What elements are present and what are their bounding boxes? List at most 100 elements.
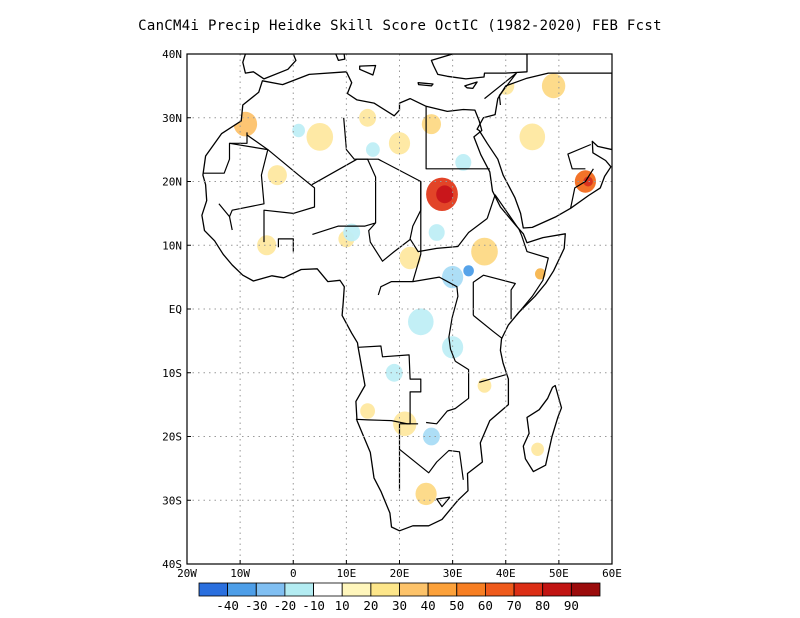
border-7 — [368, 222, 411, 262]
colorbar-label: 10 — [335, 598, 350, 613]
skill-patch-3 — [583, 176, 593, 187]
skill-patch-23 — [343, 223, 361, 242]
lon-tick-label: 30E — [443, 567, 463, 580]
lon-tick-label: 20W — [177, 567, 197, 580]
colorbar-label: 40 — [421, 598, 436, 613]
skill-patch-15 — [399, 246, 421, 270]
border-18 — [515, 229, 549, 316]
colorbar-swatch-13 — [571, 582, 601, 597]
lat-tick-label: 10S — [162, 367, 182, 380]
lat-tick-label: 30S — [162, 494, 182, 507]
skill-patch-31 — [428, 224, 445, 241]
gridlines — [187, 54, 612, 564]
colorbar-label: -10 — [302, 598, 325, 613]
colorbar-swatch-7 — [399, 582, 429, 597]
colorbar-swatch-8 — [427, 582, 458, 597]
lon-tick-label: 40E — [496, 567, 516, 580]
border-10 — [355, 418, 419, 425]
border-0 — [202, 132, 248, 174]
border-5 — [409, 181, 488, 253]
skill-patch-19 — [415, 482, 437, 506]
coastline-4 — [335, 54, 346, 62]
lat-tick-label: 20S — [162, 431, 182, 444]
skill-patch-8 — [359, 108, 377, 127]
colorbar-label: 20 — [363, 598, 378, 613]
colorbar-label: 80 — [535, 598, 550, 613]
skill-patch-11 — [519, 123, 546, 151]
border-21 — [484, 72, 517, 106]
map-title: CanCM4i Precip Heidke Skill Score OctIC … — [138, 18, 662, 34]
colorbar-swatch-5 — [341, 582, 372, 597]
border-14 — [472, 274, 516, 320]
border-6 — [311, 158, 377, 235]
lon-tick-label: 20E — [390, 567, 410, 580]
lon-tick-label: 60E — [602, 567, 622, 580]
coastline-8 — [398, 54, 528, 80]
lon-tick-label: 10W — [230, 567, 250, 580]
skill-patch-20 — [360, 403, 375, 419]
skill-patch-22 — [531, 442, 544, 456]
colorbar-swatch-3 — [284, 582, 314, 597]
colorbar-swatch-9 — [456, 582, 486, 597]
lat-tick-label: 40S — [162, 558, 182, 571]
lon-tick-label: 0 — [290, 567, 297, 580]
border-23 — [570, 168, 594, 209]
skill-patch-30 — [455, 154, 472, 171]
border-4 — [425, 106, 490, 170]
colorbar-label: -40 — [216, 598, 239, 613]
skill-patch-32 — [366, 142, 380, 157]
colorbar-swatch-12 — [542, 582, 572, 597]
colorbar-swatch-0 — [198, 582, 229, 597]
colorbar-label: 60 — [478, 598, 493, 613]
skill-patch-27 — [442, 336, 464, 359]
border-22 — [567, 143, 592, 170]
lat-tick-label: 40N — [162, 48, 182, 61]
lat-tick-label: 30N — [162, 112, 182, 125]
skill-patch-26 — [408, 308, 434, 336]
border-12 — [479, 374, 506, 383]
border-20 — [218, 203, 233, 231]
lat-tick-label: EQ — [169, 303, 182, 316]
colorbar-label: 90 — [564, 598, 579, 613]
skill-patch-6 — [267, 165, 287, 186]
border-11 — [426, 360, 470, 425]
colorbar-swatch-11 — [513, 582, 544, 597]
skill-patch-33 — [292, 123, 305, 138]
coastline-3 — [242, 54, 297, 80]
colorbar-label: -20 — [274, 598, 297, 613]
skill-patch-1 — [436, 185, 454, 204]
lon-tick-label: 10E — [336, 567, 356, 580]
lat-tick-label: 10N — [162, 239, 182, 252]
coastline-0 — [201, 71, 566, 532]
border-2 — [228, 142, 269, 217]
colorbar-swatch-1 — [227, 582, 257, 597]
border-16 — [436, 496, 451, 508]
coastline-7 — [464, 81, 478, 90]
border-13 — [472, 314, 503, 339]
coastline-and-borders — [201, 54, 612, 532]
axis-ticks: 20W 10W 0 10E 20E 30E 40E 50E 60E 40N 30N 20N 10N EQ 1… — [162, 48, 622, 580]
lat-tick-label: 20N — [162, 176, 182, 189]
skill-patch-25 — [463, 265, 474, 277]
border-15 — [399, 448, 464, 480]
skill-patch-24 — [442, 265, 464, 289]
colorbar-swatch-6 — [370, 582, 400, 597]
border-8 — [377, 276, 459, 362]
border-19 — [277, 238, 294, 252]
skill-patch-29 — [385, 363, 403, 382]
skill-patch-17 — [257, 235, 277, 256]
border-17 — [486, 194, 520, 230]
colorbar-swatch-2 — [255, 582, 286, 597]
coastline-5 — [359, 64, 377, 76]
colorbar-label: 30 — [392, 598, 407, 613]
colorbar-label: 70 — [507, 598, 522, 613]
lon-tick-label: 50E — [549, 567, 569, 580]
skill-patch-12 — [541, 73, 566, 99]
colorbar-swatch-10 — [484, 582, 515, 597]
coastline-1 — [476, 72, 612, 229]
skill-patch-4 — [535, 268, 546, 280]
colorbar: -40 -30 -20 -10 10 20 30 40 50 60 70 80 90 — [198, 582, 601, 613]
skill-patch-7 — [306, 122, 334, 151]
border-1 — [246, 134, 316, 243]
